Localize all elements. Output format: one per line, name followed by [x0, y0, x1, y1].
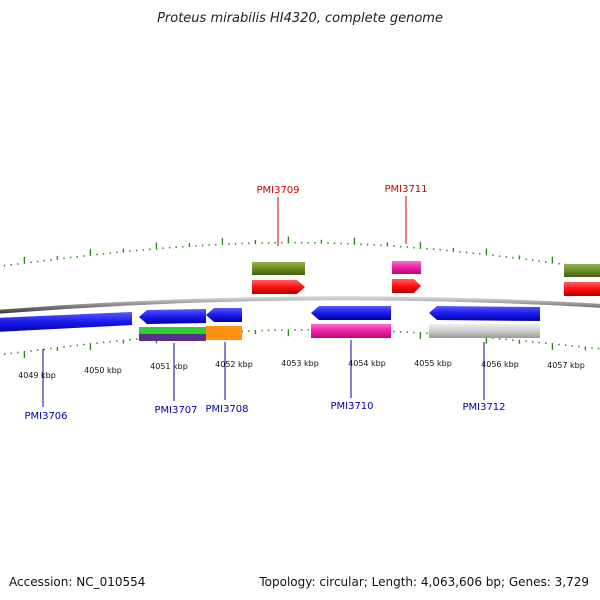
- gene-arrow-pmi3708[interactable]: [206, 308, 242, 322]
- tick-label: 4054 kbp: [348, 359, 386, 368]
- gene-arrow-pmi3709[interactable]: [252, 280, 305, 294]
- gene-arrow-pmi3710[interactable]: [311, 306, 391, 320]
- tick-label: 4057 kbp: [547, 361, 585, 370]
- gene-arrow-pmi3707[interactable]: [139, 309, 206, 324]
- tick-label: 4053 kbp: [281, 359, 319, 368]
- tick-label: 4056 kbp: [481, 360, 519, 369]
- scale-labels: 4049 kbp 4050 kbp 4051 kbp 4052 kbp 4053…: [18, 359, 585, 380]
- gene-arrow-pmi3706[interactable]: [0, 312, 132, 332]
- gene-feature-green[interactable]: [139, 327, 206, 334]
- tick-label: 4051 kbp: [150, 362, 188, 371]
- gene-feature-orange[interactable]: [206, 326, 242, 340]
- map-title: Proteus mirabilis HI4320, complete genom…: [157, 11, 443, 26]
- gene-label-pmi3712[interactable]: PMI3712: [462, 402, 505, 413]
- tick-label: 4050 kbp: [84, 366, 122, 375]
- genome-backbone: [0, 296, 600, 314]
- gene-labels: PMI3706 PMI3707 PMI3708 PMI3709 PMI3710 …: [24, 184, 505, 422]
- gene-leader-lines: [42, 196, 485, 407]
- gene-feature-pink-2[interactable]: [311, 324, 391, 338]
- gene-label-pmi3709[interactable]: PMI3709: [256, 185, 299, 196]
- gene-label-pmi3706[interactable]: PMI3706: [24, 411, 67, 422]
- gene-label-pmi3711[interactable]: PMI3711: [384, 184, 427, 195]
- tick-label: 4052 kbp: [215, 360, 253, 369]
- gene-label-pmi3707[interactable]: PMI3707: [154, 405, 197, 416]
- gene-arrow-pmi3712[interactable]: [429, 306, 540, 321]
- tick-label: 4055 kbp: [414, 359, 452, 368]
- gene-feature-olive-1[interactable]: [252, 262, 305, 275]
- minus-strand-features: [0, 306, 540, 341]
- gene-feature-gray[interactable]: [429, 324, 540, 338]
- gene-feature-purple[interactable]: [139, 334, 206, 341]
- gene-feature-olive-2[interactable]: [564, 264, 600, 277]
- outer-tick-row: [3, 236, 600, 270]
- gene-feature-pink-1[interactable]: [392, 261, 421, 274]
- gene-arrow-pmi3711[interactable]: [392, 279, 421, 293]
- gene-label-pmi3708[interactable]: PMI3708: [205, 404, 248, 415]
- tick-label: 4049 kbp: [18, 371, 56, 380]
- gene-feature-red-2[interactable]: [564, 282, 600, 296]
- gene-label-pmi3710[interactable]: PMI3710: [330, 401, 373, 412]
- plus-strand-features: [252, 261, 600, 296]
- genome-summary-text: Topology: circular; Length: 4,063,606 bp…: [258, 575, 589, 589]
- accession-text: Accession: NC_010554: [9, 575, 145, 589]
